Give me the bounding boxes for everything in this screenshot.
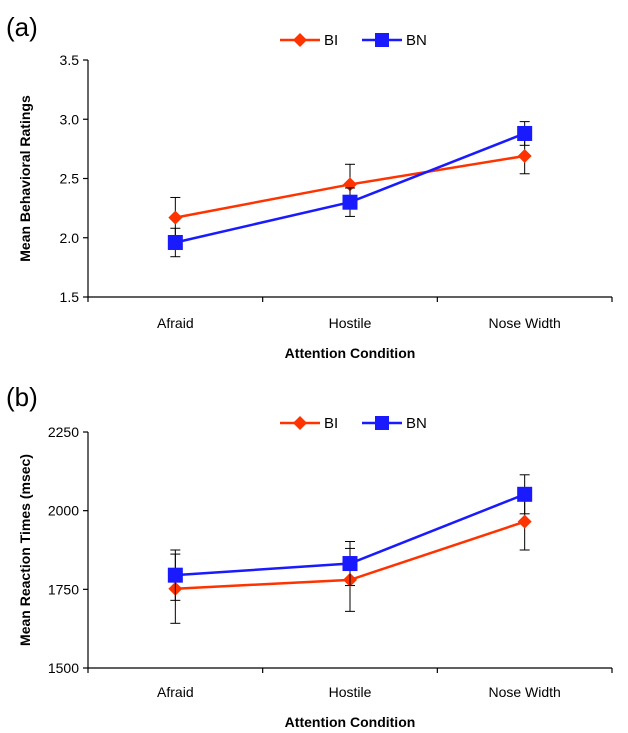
legend-marker <box>293 33 307 47</box>
legend-marker <box>375 33 389 47</box>
legend: BI BN <box>280 32 427 49</box>
data-point <box>167 234 183 250</box>
chart-panel-b: (b) 1500 1750 2000 2250 Afraid Hostile Nose Wid… <box>6 382 613 730</box>
data-point <box>342 556 358 572</box>
y-axis-title: Mean Behavioral Ratings <box>17 95 33 262</box>
y-tick-label: 2250 <box>48 424 79 440</box>
legend-marker <box>375 416 389 430</box>
x-axis-title: Attention Condition <box>285 714 416 730</box>
legend-label: BN <box>406 32 427 49</box>
series-bn <box>167 474 533 601</box>
data-point <box>168 210 183 225</box>
y-tick-label: 3.5 <box>60 52 80 68</box>
x-axis-title: Attention Condition <box>285 345 416 361</box>
legend: BI BN <box>280 415 427 432</box>
data-point <box>517 486 533 502</box>
panel-label: (a) <box>6 12 38 42</box>
y-tick-label: 2000 <box>48 503 79 519</box>
x-tick-label: Nose Width <box>488 315 560 331</box>
x-tick-label: Afraid <box>157 315 194 331</box>
chart-panel-a: (a) 1.5 2.0 2.5 3.0 3.5 Afraid Hostile Nose Widt… <box>6 12 613 361</box>
legend-label: BN <box>406 415 427 432</box>
x-tick-label: Afraid <box>157 684 194 700</box>
y-axis-title: Mean Reaction Times (msec) <box>17 454 33 646</box>
y-tick-label: 1.5 <box>60 289 80 305</box>
data-point <box>517 514 532 529</box>
y-tick-label: 3.0 <box>60 111 80 127</box>
legend-label: BI <box>324 415 338 432</box>
data-point <box>517 148 532 163</box>
legend-marker <box>293 416 307 430</box>
series-bi <box>168 137 532 239</box>
data-point <box>167 567 183 583</box>
legend-label: BI <box>324 32 338 49</box>
x-tick-label: Hostile <box>329 684 372 700</box>
y-tick-label: 1750 <box>48 581 79 597</box>
y-tick-label: 2.0 <box>60 230 80 246</box>
y-tick-label: 2.5 <box>60 171 80 187</box>
x-tick-label: Hostile <box>329 315 372 331</box>
data-point <box>342 194 358 210</box>
data-point <box>517 125 533 141</box>
x-tick-label: Nose Width <box>488 684 560 700</box>
series-bn <box>167 121 533 258</box>
y-tick-label: 1500 <box>48 660 79 676</box>
panel-label: (b) <box>6 382 38 412</box>
